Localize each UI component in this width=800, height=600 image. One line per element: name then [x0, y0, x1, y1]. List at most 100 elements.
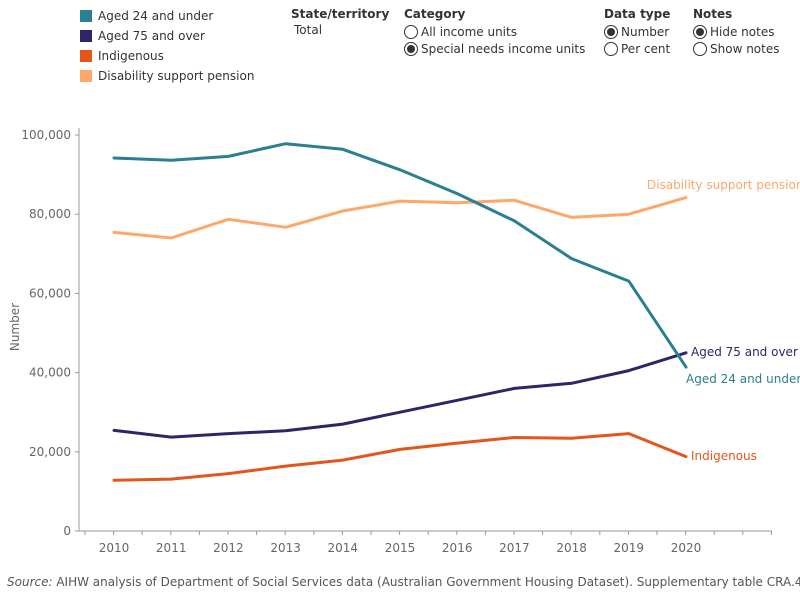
data-point[interactable] [224, 152, 232, 160]
data-point[interactable] [396, 166, 404, 174]
radio-icon [604, 41, 618, 56]
state-filter: State/territory Total [291, 7, 389, 37]
radio-icon [693, 24, 707, 39]
data-point[interactable] [167, 433, 175, 441]
data-point[interactable] [568, 255, 576, 263]
y-tick-label: 100,000 [21, 128, 71, 142]
x-tick-label: 2016 [442, 541, 473, 555]
data-point[interactable] [339, 145, 347, 153]
legend-label: Aged 24 and under [98, 9, 214, 23]
legend-item-disability-support[interactable]: Disability support pension [80, 66, 254, 86]
source-prefix: Source: [7, 575, 53, 589]
data-point[interactable] [568, 434, 576, 442]
data-point[interactable] [682, 194, 690, 202]
x-tick-label: 2011 [156, 541, 187, 555]
data-point[interactable] [453, 190, 461, 198]
source-text: AIHW analysis of Department of Social Se… [52, 575, 800, 589]
series-end-label: Aged 24 and under [686, 372, 800, 386]
state-filter-value[interactable]: Total [294, 23, 323, 37]
data-point[interactable] [453, 439, 461, 447]
x-tick-label: 2013 [270, 541, 301, 555]
data-point[interactable] [110, 426, 118, 434]
data-point[interactable] [339, 207, 347, 215]
radio-label: Hide notes [710, 24, 775, 39]
data-point[interactable] [568, 213, 576, 221]
data-point[interactable] [110, 154, 118, 162]
data-point[interactable] [224, 215, 232, 223]
data-point[interactable] [110, 476, 118, 484]
series-line-disability-support-pension[interactable] [112, 196, 688, 240]
data-point[interactable] [282, 140, 290, 148]
radio-icon [693, 41, 707, 56]
notes-option-hide[interactable]: Hide notes [693, 23, 779, 40]
datatype-option-per-cent[interactable]: Per cent [604, 40, 670, 57]
series-line-indigenous[interactable] [112, 432, 688, 482]
data-point[interactable] [682, 453, 690, 461]
x-tick-label: 2020 [671, 541, 702, 555]
legend-item-aged-24-under[interactable]: Aged 24 and under [80, 6, 254, 26]
x-tick-label: 2014 [328, 541, 359, 555]
data-point[interactable] [625, 430, 633, 438]
notes-filter: Notes Hide notes Show notes [693, 7, 779, 57]
y-tick-label: 60,000 [29, 286, 71, 300]
data-point[interactable] [625, 210, 633, 218]
legend-swatch [80, 30, 92, 42]
data-point[interactable] [339, 456, 347, 464]
category-option-special-needs[interactable]: Special needs income units [404, 40, 585, 57]
notes-option-show[interactable]: Show notes [693, 40, 779, 57]
data-point[interactable] [396, 197, 404, 205]
data-point[interactable] [339, 420, 347, 428]
x-tick-label: 2010 [99, 541, 130, 555]
line-chart: 0 20,000 40,000 60,000 80,000 100,000 2010 2011… [8, 128, 800, 555]
radio-label: Show notes [710, 41, 780, 56]
data-point[interactable] [682, 349, 690, 357]
notes-filter-title: Notes [693, 7, 733, 21]
datatype-filter: Data type Number Per cent [604, 7, 670, 57]
data-point[interactable] [510, 196, 518, 204]
legend-label: Aged 75 and over [98, 29, 205, 43]
data-point[interactable] [510, 217, 518, 225]
data-point[interactable] [453, 199, 461, 207]
data-point[interactable] [625, 277, 633, 285]
data-point[interactable] [282, 462, 290, 470]
legend-item-aged-75-over[interactable]: Aged 75 and over [80, 26, 254, 46]
category-filter-title: Category [404, 7, 466, 21]
data-point[interactable] [625, 367, 633, 375]
legend-item-indigenous[interactable]: Indigenous [80, 46, 254, 66]
y-axis-label: Number [8, 303, 22, 351]
data-point[interactable] [568, 379, 576, 387]
data-point[interactable] [224, 430, 232, 438]
x-tick-label: 2012 [213, 541, 244, 555]
data-point[interactable] [396, 445, 404, 453]
series-end-label: Aged 75 and over [691, 345, 798, 359]
radio-icon [404, 41, 418, 56]
data-point[interactable] [510, 384, 518, 392]
data-point[interactable] [282, 223, 290, 231]
series-end-label: Disability support pension [647, 178, 800, 192]
data-point[interactable] [167, 475, 175, 483]
x-tick-label: 2017 [499, 541, 530, 555]
data-point[interactable] [682, 363, 690, 371]
radio-label: Number [621, 24, 670, 39]
legend: Aged 24 and under Aged 75 and over Indig… [80, 6, 254, 86]
data-point[interactable] [453, 396, 461, 404]
series-line-aged-24-and-under[interactable] [112, 142, 688, 369]
data-point[interactable] [167, 234, 175, 242]
series-end-label: Indigenous [691, 449, 757, 463]
series-line-aged-75-and-over[interactable] [112, 351, 688, 439]
data-point[interactable] [396, 408, 404, 416]
category-option-all[interactable]: All income units [404, 23, 585, 40]
data-point[interactable] [110, 228, 118, 236]
datatype-filter-title: Data type [604, 7, 671, 21]
datatype-option-number[interactable]: Number [604, 23, 670, 40]
data-point[interactable] [224, 470, 232, 478]
x-tick-label: 2019 [614, 541, 645, 555]
source-note: Source: AIHW analysis of Department of S… [7, 575, 800, 589]
x-tick-label: 2018 [556, 541, 587, 555]
y-tick-label: 40,000 [29, 366, 71, 380]
data-point[interactable] [510, 434, 518, 442]
data-point[interactable] [282, 427, 290, 435]
data-point[interactable] [167, 156, 175, 164]
radio-label: Special needs income units [421, 41, 586, 56]
state-filter-title: State/territory [291, 7, 390, 21]
